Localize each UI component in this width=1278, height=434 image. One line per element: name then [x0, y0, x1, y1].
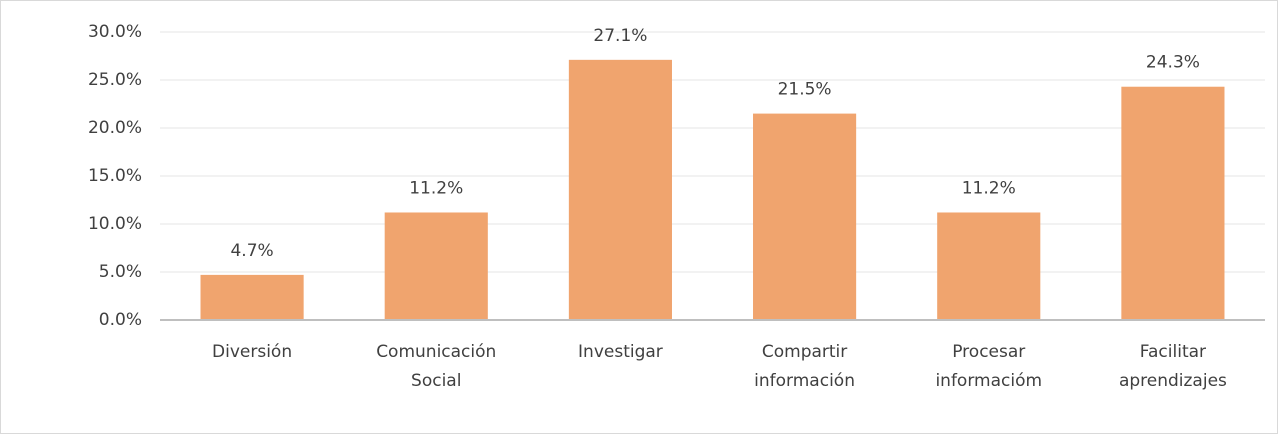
data-label: 24.3%	[1146, 53, 1200, 73]
x-tick-label: Comunicación Social	[376, 342, 496, 391]
y-tick-label: 25.0%	[88, 70, 142, 90]
data-label: 11.2%	[409, 178, 463, 198]
bar	[568, 59, 672, 321]
y-tick-label: 30.0%	[88, 22, 142, 42]
x-tick-label: Investigar	[578, 342, 663, 362]
bar	[384, 212, 488, 320]
bar	[753, 113, 857, 320]
x-tick-label: Compartir información	[754, 342, 855, 391]
y-tick-label: 5.0%	[99, 262, 142, 282]
data-label: 21.5%	[778, 80, 832, 100]
data-label: 27.1%	[593, 26, 647, 46]
bar	[1121, 86, 1225, 320]
bar	[200, 274, 304, 320]
data-label: 4.7%	[230, 241, 273, 261]
bar	[937, 212, 1041, 320]
x-tick-label: Diversión	[212, 342, 292, 362]
x-tick-label: Facilitar aprendizajes	[1119, 342, 1227, 391]
y-tick-label: 20.0%	[88, 118, 142, 138]
y-tick-label: 15.0%	[88, 166, 142, 186]
x-tick-label: Procesar informacióm	[935, 342, 1042, 391]
y-tick-label: 0.0%	[99, 310, 142, 330]
y-tick-label: 10.0%	[88, 214, 142, 234]
data-label: 11.2%	[962, 178, 1016, 198]
